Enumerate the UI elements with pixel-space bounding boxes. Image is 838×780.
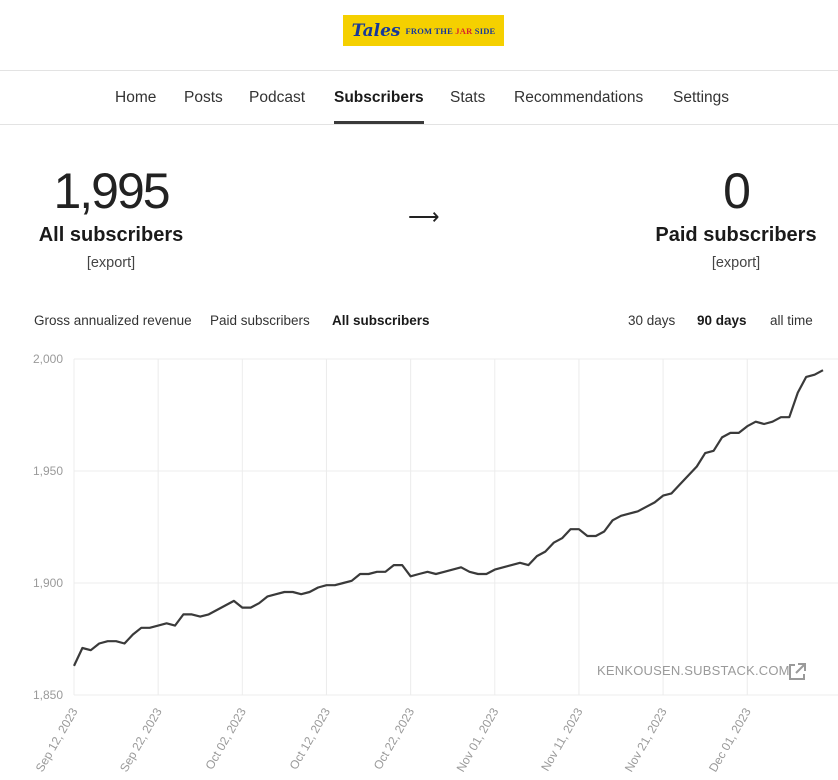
paid-subscribers-count: 0 [723, 163, 751, 219]
header: Tales FROM THE JAR SIDE [0, 0, 838, 71]
y-tick-label: 1,900 [33, 576, 63, 590]
all-subscribers-summary: 1,995 All subscribers [export] [21, 166, 201, 271]
paid-subscribers-label: Paid subscribers [655, 224, 817, 246]
logo-tagline-post: SIDE [474, 25, 496, 36]
nav-recommendations[interactable]: Recommendations [514, 89, 644, 106]
all-subscribers-label: All subscribers [38, 224, 184, 246]
tab-gross-annualized-revenue[interactable]: Gross annualized revenue [34, 313, 192, 328]
y-tick-label: 2,000 [33, 352, 63, 366]
nav-posts[interactable]: Posts [184, 89, 223, 106]
range-90-days[interactable]: 90 days [697, 313, 747, 328]
nav-subscribers[interactable]: Subscribers [334, 89, 424, 106]
logo-tagline: FROM THE JAR SIDE [405, 26, 495, 36]
external-link-icon[interactable] [786, 661, 808, 683]
logo-tagline-pre: FROM THE [405, 25, 453, 36]
x-tick-label: Oct 12, 2023 [287, 705, 334, 772]
x-tick-label: Oct 22, 2023 [371, 705, 418, 772]
x-tick-label: Sep 22, 2023 [117, 705, 165, 774]
logo-tagline-jar: JAR [455, 25, 473, 36]
arrow-icon: ⟶ [408, 204, 440, 229]
y-tick-label: 1,950 [33, 464, 63, 478]
nav-home[interactable]: Home [115, 89, 157, 106]
tab-paid-subscribers[interactable]: Paid subscribers [210, 313, 310, 328]
range-all-time[interactable]: all time [770, 313, 813, 328]
x-tick-label: Dec 01, 2023 [706, 705, 754, 774]
subscribers-line-chart: 1,850 1,900 1,950 2,000 Sep 12, 2023 Sep 22, … [33, 352, 838, 774]
all-subscribers-export-link[interactable]: [export] [86, 255, 136, 271]
nav-settings[interactable]: Settings [673, 89, 730, 106]
logo-main-text: Tales [351, 20, 401, 41]
x-tick-label: Sep 12, 2023 [33, 705, 81, 774]
paid-subscribers-export-link[interactable]: [export] [711, 255, 761, 271]
paid-subscribers-summary: 0 Paid subscribers [export] [646, 166, 826, 271]
x-tick-label: Oct 02, 2023 [202, 705, 249, 772]
publication-logo[interactable]: Tales FROM THE JAR SIDE [343, 15, 504, 46]
series-line[interactable] [73, 369, 824, 667]
nav-active-indicator [334, 121, 424, 124]
all-subscribers-count: 1,995 [53, 163, 170, 219]
range-30-days[interactable]: 30 days [628, 313, 676, 328]
x-tick-label: Nov 21, 2023 [622, 705, 670, 774]
nav-stats[interactable]: Stats [450, 89, 486, 106]
main-nav: Home Posts Podcast Subscribers Stats Rec… [0, 71, 838, 125]
x-tick-label: Nov 01, 2023 [454, 705, 502, 774]
substack-watermark[interactable]: KENKOUSEN.SUBSTACK.COM [597, 663, 790, 678]
nav-podcast[interactable]: Podcast [249, 89, 306, 106]
tab-all-subscribers[interactable]: All subscribers [332, 313, 430, 328]
x-tick-label: Nov 11, 2023 [538, 705, 586, 773]
y-tick-label: 1,850 [33, 688, 63, 702]
